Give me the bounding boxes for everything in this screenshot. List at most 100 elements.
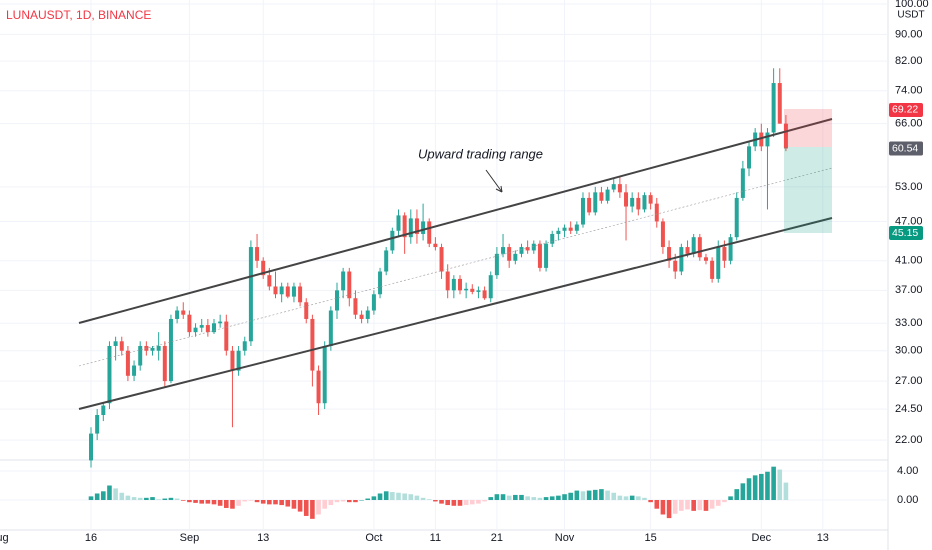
histogram-bar: [543, 497, 549, 500]
candle-body: [390, 230, 395, 251]
histogram-bar: [469, 500, 475, 505]
y2-tick-label: 0.00: [897, 494, 918, 506]
candle-body: [273, 286, 278, 295]
histogram-bar: [144, 497, 149, 500]
candle-body: [113, 341, 118, 346]
marks: [0, 0, 888, 530]
candle-body: [679, 247, 684, 272]
x-tick-label: 13: [257, 532, 269, 544]
histogram-bar: [642, 497, 647, 500]
candle-body: [624, 192, 629, 207]
histogram-bar: [494, 494, 500, 500]
histogram-bar: [113, 488, 118, 500]
candle-body: [599, 192, 604, 201]
candle-body: [316, 370, 321, 404]
candle-body: [181, 310, 186, 315]
x-tick-label: Aug: [0, 532, 9, 544]
histogram-bar: [488, 497, 494, 500]
histogram-bar: [297, 500, 303, 512]
histogram-bar: [94, 493, 100, 500]
histogram-bar: [728, 496, 733, 500]
histogram-bar: [390, 492, 395, 500]
histogram-bar: [377, 493, 383, 500]
annotation-arrow: [485, 169, 503, 193]
histogram-bar: [211, 500, 217, 505]
candle-body: [636, 197, 641, 210]
histogram-bar: [340, 500, 346, 502]
histogram-bar: [660, 500, 666, 515]
histogram-bar: [242, 500, 248, 502]
histogram-bar: [433, 500, 438, 502]
candle-body: [365, 310, 370, 319]
histogram-bar: [193, 500, 198, 503]
candle-body: [267, 275, 272, 287]
histogram-bar: [771, 466, 776, 500]
histogram-bar: [396, 492, 401, 500]
candle-body: [341, 271, 346, 291]
histogram-bar: [88, 496, 94, 500]
candle-body: [580, 197, 585, 225]
histogram-bar: [605, 490, 610, 500]
candle-body: [642, 195, 647, 210]
candle-body: [476, 290, 481, 292]
histogram-bar: [457, 500, 463, 506]
histogram-bar: [549, 496, 555, 500]
candle-body: [107, 345, 112, 404]
x-tick-label: Dec: [752, 532, 772, 544]
histogram-bar: [746, 478, 752, 500]
candle-body: [513, 253, 518, 261]
histogram-bar: [722, 500, 727, 503]
histogram-bar: [156, 499, 161, 500]
candle-body: [236, 350, 241, 371]
candle-body: [525, 247, 530, 251]
candle-body: [396, 215, 401, 231]
y-tick-label: 24.50: [895, 403, 923, 415]
histogram-bar: [402, 493, 407, 500]
histogram-bar: [654, 500, 660, 509]
candle-body: [384, 250, 389, 272]
candle-body: [89, 433, 94, 461]
candle-body: [494, 253, 499, 276]
histogram-bar: [162, 498, 168, 500]
annotation: Upward trading range: [418, 146, 543, 161]
histogram-bar: [279, 500, 284, 506]
candle-body: [199, 325, 204, 328]
histogram-bar: [131, 497, 137, 500]
histogram-bar: [592, 489, 598, 500]
histogram-bar: [119, 492, 125, 500]
candle-body: [660, 221, 665, 248]
candle-body: [771, 83, 776, 133]
candle-body: [710, 260, 715, 279]
histogram-bar: [248, 500, 254, 501]
histogram-bar: [691, 500, 696, 511]
candle-body: [371, 294, 376, 311]
candle-body: [685, 247, 690, 254]
histogram-bar: [617, 495, 623, 500]
histogram-bar: [568, 492, 573, 500]
histogram-bar: [267, 500, 272, 505]
histogram-bar: [703, 500, 709, 511]
histogram-bar: [383, 491, 389, 500]
histogram-bar: [525, 496, 530, 500]
y-tick-label: 66.00: [895, 118, 923, 130]
histogram-bar: [408, 494, 414, 500]
histogram-bar: [291, 500, 297, 509]
candle-body: [531, 243, 536, 251]
candle-body: [359, 314, 364, 319]
histogram-bar: [580, 491, 586, 500]
histogram-bar: [586, 490, 592, 500]
histogram-bar: [777, 469, 783, 500]
candle-body: [728, 237, 733, 261]
candle-body: [242, 341, 247, 351]
price-badge-label: 60.54: [892, 142, 918, 154]
histogram-bar: [709, 500, 715, 509]
y-tick-label: 74.00: [895, 85, 923, 97]
histogram-bar: [648, 500, 653, 503]
histogram-bar: [679, 500, 684, 511]
candle-body: [353, 298, 358, 315]
histogram-bar: [506, 495, 512, 500]
candle-body: [568, 227, 573, 231]
histogram-bar: [734, 489, 740, 500]
